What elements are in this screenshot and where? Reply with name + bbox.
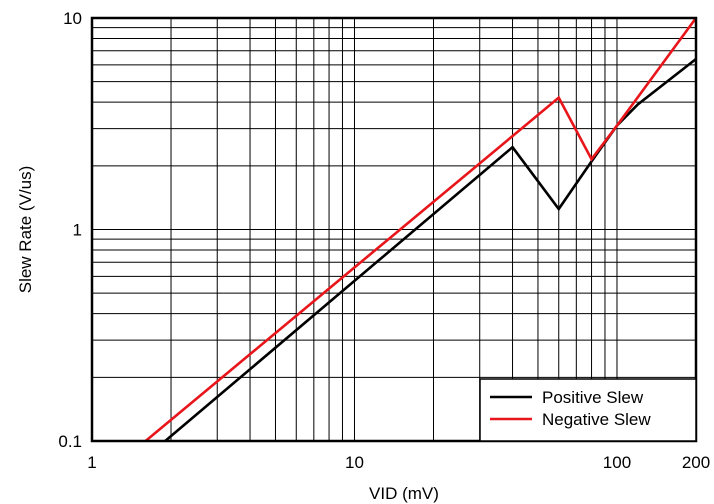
legend-box bbox=[479, 378, 697, 442]
grid bbox=[91, 18, 697, 442]
x-axis-label: VID (mV) bbox=[369, 484, 439, 503]
x-tick-label: 1 bbox=[87, 453, 96, 472]
y-axis-label: Slew Rate (V/us) bbox=[16, 166, 35, 294]
x-tick-label: 100 bbox=[603, 453, 631, 472]
legend-label: Positive Slew bbox=[542, 388, 644, 407]
y-tick-label: 10 bbox=[63, 9, 82, 28]
legend-label: Negative Slew bbox=[542, 410, 651, 429]
series-layer bbox=[144, 17, 698, 442]
series-line-negative-slew bbox=[144, 17, 698, 442]
x-tick-label: 10 bbox=[345, 453, 364, 472]
plot-frame bbox=[90, 16, 698, 443]
y-tick-label: 0.1 bbox=[58, 432, 82, 451]
y-tick-label: 1 bbox=[73, 221, 82, 240]
x-tick-label: 200 bbox=[682, 453, 710, 472]
tick-labels: 1 10 100 200 0.1 1 10 bbox=[58, 9, 710, 472]
legend: Positive Slew Negative Slew bbox=[479, 378, 697, 442]
series-line-positive-slew bbox=[164, 57, 697, 442]
